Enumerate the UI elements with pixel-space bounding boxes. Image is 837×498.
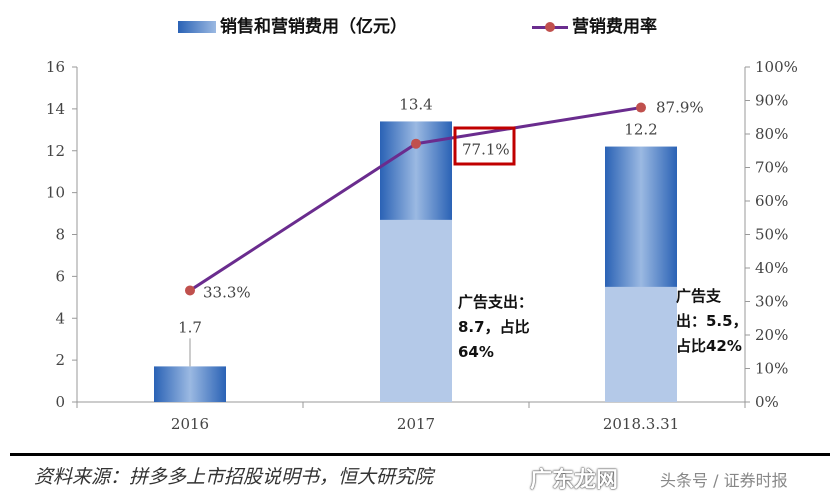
ad-segment-2017 [380, 219, 452, 402]
left-tick-label: 14 [46, 100, 65, 118]
left-tick-label: 16 [46, 58, 65, 76]
rate-marker [411, 138, 421, 149]
x-tick-label: 2018.3.31 [603, 415, 679, 433]
right-tick-label: 30% [755, 293, 788, 311]
left-tick-label: 10 [46, 184, 65, 202]
right-tick-label: 0% [755, 393, 779, 411]
right-tick-label: 80% [755, 125, 788, 143]
legend-line: 营销费用率 [532, 12, 657, 37]
right-tick-label: 50% [755, 226, 788, 244]
right-tick-label: 60% [755, 192, 788, 210]
left-tick-label: 6 [55, 267, 65, 285]
bar-value-label: 12.2 [624, 121, 657, 139]
left-tick-label: 8 [55, 226, 65, 244]
right-tick-label: 40% [755, 259, 788, 277]
rate-label: 33.3% [203, 283, 251, 301]
rate-marker [185, 285, 195, 296]
legend-bar-swatch [178, 21, 216, 33]
highlight-box [453, 126, 516, 166]
right-tick-label: 100% [755, 58, 798, 76]
left-tick-label: 12 [46, 142, 65, 160]
watermark-text: 头条号 / 证券时报 [660, 471, 788, 490]
legend-line-swatch [532, 21, 568, 32]
legend-bar-label: 销售和营销费用（亿元） [220, 17, 407, 37]
legend-bar: 销售和营销费用（亿元） [178, 12, 407, 37]
annotation-2017: 广告支出： 8.7，占比 64% [458, 293, 534, 361]
right-tick-label: 10% [755, 360, 788, 378]
bar-2016 [154, 366, 226, 402]
left-tick-label: 2 [55, 351, 65, 369]
x-tick-label: 2017 [397, 415, 435, 433]
left-tick-label: 0 [55, 393, 65, 411]
legend-line-label: 营销费用率 [572, 17, 657, 37]
right-tick-label: 90% [755, 92, 788, 110]
rate-label: 77.1% [462, 141, 510, 159]
right-tick-label: 70% [755, 159, 788, 177]
bar-value-label: 1.7 [178, 318, 202, 336]
x-tick-label: 2016 [171, 415, 209, 433]
rate-label: 87.9% [656, 99, 704, 117]
right-tick-label: 20% [755, 326, 788, 344]
bar-value-label: 13.4 [399, 95, 432, 113]
rate-marker [636, 102, 646, 113]
source-note: 资料来源：拼多多上市招股说明书，恒大研究院 [34, 466, 434, 488]
annotation-2018: 广告支 出：5.5， 占比42% [676, 287, 748, 355]
source-divider [10, 453, 830, 456]
left-tick-label: 4 [55, 309, 65, 327]
watermark-logo: 广东龙网 [530, 468, 619, 493]
ad-segment-2018.3.31 [605, 286, 677, 402]
